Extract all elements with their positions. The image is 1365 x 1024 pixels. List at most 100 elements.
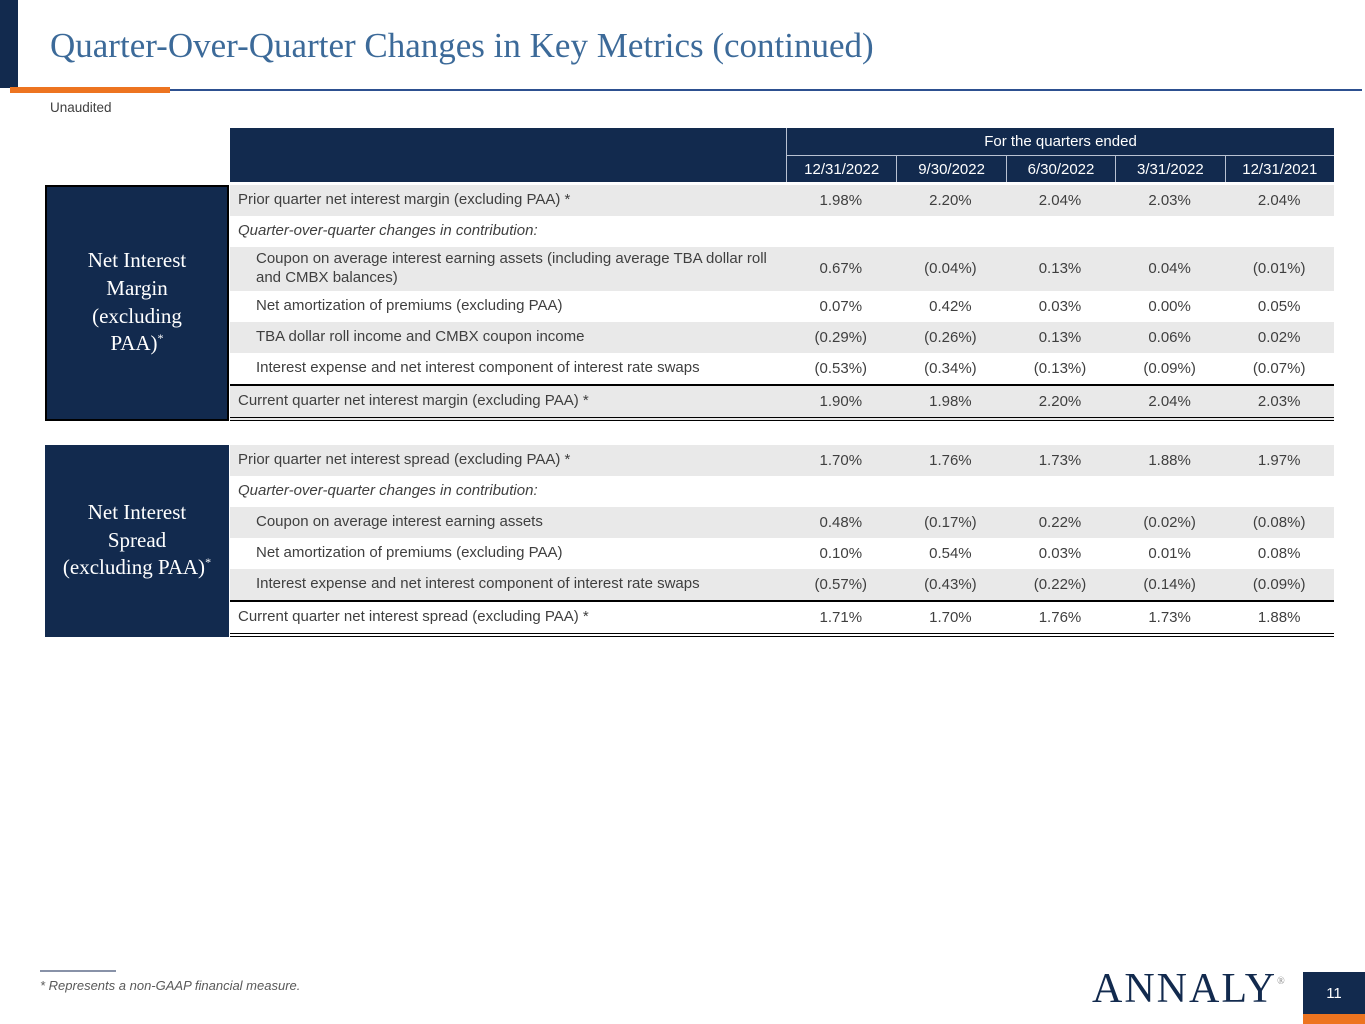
row-label: Net amortization of premiums (excluding … xyxy=(256,296,563,314)
table-row: Prior quarter net interest spread (exclu… xyxy=(230,444,1334,476)
metrics-table: For the quarters ended 12/31/2022 9/30/20… xyxy=(45,128,1334,637)
row-label: Quarter-over-quarter changes in contribu… xyxy=(238,222,538,240)
value-cell xyxy=(896,216,1006,247)
value-cell: 2.04% xyxy=(1038,192,1082,209)
column-header: 12/31/2022 xyxy=(804,160,880,178)
value-cell: (0.29%) xyxy=(814,328,868,346)
row-label: TBA dollar roll income and CMBX coupon i… xyxy=(256,327,585,345)
value-cell: (0.09%) xyxy=(1252,575,1306,593)
metric-section: Net Interest Margin (excluding PAA)* Prior q… xyxy=(45,185,1334,421)
value-cell: 2.03% xyxy=(1148,192,1191,209)
value-cell: 0.22% xyxy=(1038,513,1082,531)
table-row: Coupon on average interest earning asset… xyxy=(230,247,1334,291)
value-cell: 0.13% xyxy=(1038,328,1082,346)
value-cell: (0.22%) xyxy=(1033,575,1087,593)
side-label-box: Net Interest Margin (excluding PAA)* xyxy=(45,185,229,421)
value-cell: 2.04% xyxy=(1257,192,1301,209)
value-cell: (0.34%) xyxy=(924,359,977,377)
value-cell: (0.43%) xyxy=(924,575,977,593)
value-cell: (0.17%) xyxy=(924,513,977,531)
value-cell xyxy=(1115,476,1225,507)
corner-accent-bar xyxy=(0,0,18,88)
table-row: Net amortization of premiums (excluding … xyxy=(230,290,1334,322)
row-label: Interest expense and net interest compon… xyxy=(256,358,700,376)
value-cell: 0.01% xyxy=(1148,544,1191,562)
table-row: Current quarter net interest spread (exc… xyxy=(230,599,1334,637)
value-cell: (0.01%) xyxy=(1252,260,1306,278)
value-cell: (0.14%) xyxy=(1143,575,1196,593)
table-row: Net amortization of premiums (excluding … xyxy=(230,537,1334,569)
table-row: Interest expense and net interest compon… xyxy=(230,568,1334,600)
page-number-badge: 11 xyxy=(1303,972,1365,1014)
table-header: For the quarters ended 12/31/2022 9/30/20… xyxy=(230,128,1334,182)
title-rule xyxy=(10,87,1362,93)
column-header: 9/30/2022 xyxy=(896,156,1005,182)
value-cell: 0.06% xyxy=(1148,328,1191,346)
footnote-text: * Represents a non-GAAP financial measur… xyxy=(40,978,301,993)
value-cell: 1.98% xyxy=(929,392,972,410)
column-header: 3/31/2022 xyxy=(1115,156,1224,182)
value-cell: 1.71% xyxy=(819,608,863,626)
value-cell: 0.04% xyxy=(1148,260,1191,278)
row-label: Coupon on average interest earning asset… xyxy=(256,250,767,286)
title-rule-orange-segment xyxy=(10,87,170,93)
value-cell xyxy=(1005,476,1115,507)
table-row: Quarter-over-quarter changes in contribu… xyxy=(230,216,1334,247)
quarters-ended-group-header: For the quarters ended xyxy=(786,128,1334,155)
value-cell: 0.48% xyxy=(819,513,863,531)
table-row: Coupon on average interest earning asset… xyxy=(230,506,1334,538)
row-label: Coupon on average interest earning asset… xyxy=(256,512,543,530)
value-cell: 0.67% xyxy=(819,260,863,278)
value-cell: (0.13%) xyxy=(1033,359,1087,377)
value-cell: 1.88% xyxy=(1257,608,1301,626)
table-row: Quarter-over-quarter changes in contribu… xyxy=(230,475,1334,507)
side-label-line: Margin xyxy=(106,276,168,301)
value-cell: 2.20% xyxy=(929,192,972,209)
page-title: Quarter-Over-Quarter Changes in Key Metr… xyxy=(50,26,874,65)
value-cell xyxy=(896,476,1006,507)
row-label: Net amortization of premiums (excluding … xyxy=(256,543,563,561)
registered-trademark-icon: ® xyxy=(1277,976,1285,987)
value-cell: 1.88% xyxy=(1148,451,1191,469)
value-cell: (0.02%) xyxy=(1143,513,1196,531)
table-row: Current quarter net interest margin (exc… xyxy=(230,383,1334,421)
value-cell xyxy=(1115,216,1225,247)
annaly-logo-text: ANNALY xyxy=(1092,966,1278,1012)
value-cell xyxy=(1005,216,1115,247)
column-header: 6/30/2022 xyxy=(1005,156,1115,182)
value-cell: 1.97% xyxy=(1257,451,1301,469)
value-cell xyxy=(1224,476,1334,507)
header-dates-row: 12/31/2022 9/30/2022 6/30/2022 3/31/2022 12/… xyxy=(786,155,1334,182)
side-label-line: Net Interest xyxy=(87,499,187,524)
side-label-line: Spread xyxy=(107,527,167,552)
value-cell xyxy=(1224,216,1334,247)
side-label-line: PAA)* xyxy=(110,331,164,356)
value-cell: 0.42% xyxy=(929,297,972,315)
annaly-logo: ANNALY® xyxy=(1092,968,1285,1010)
unaudited-label: Unaudited xyxy=(50,100,112,115)
value-cell: 0.13% xyxy=(1038,260,1082,278)
side-label-line: (excluding PAA)* xyxy=(62,555,212,580)
table-row: Prior quarter net interest margin (exclu… xyxy=(230,185,1334,216)
value-cell: 1.98% xyxy=(819,192,863,209)
section-rows: Prior quarter net interest margin (exclu… xyxy=(230,185,1334,421)
side-label-line: Net Interest xyxy=(87,248,187,273)
metric-section: Net Interest Spread (excluding PAA)* Prior … xyxy=(45,444,1334,637)
value-cell: 0.00% xyxy=(1148,297,1191,315)
side-label-line: (excluding xyxy=(92,303,182,328)
value-cell: 0.05% xyxy=(1257,297,1301,315)
column-header: 12/31/2021 xyxy=(1224,156,1334,182)
value-cell: 2.20% xyxy=(1038,392,1082,410)
value-cell: 0.10% xyxy=(819,544,863,562)
table-row: TBA dollar roll income and CMBX coupon i… xyxy=(230,321,1334,353)
value-cell: 1.70% xyxy=(929,608,972,626)
value-cell: 0.03% xyxy=(1038,297,1082,315)
value-cell: 1.90% xyxy=(819,392,863,410)
section-rows: Prior quarter net interest spread (exclu… xyxy=(230,444,1334,637)
value-cell: (0.04%) xyxy=(924,260,977,278)
row-label: Prior quarter net interest spread (exclu… xyxy=(238,450,571,468)
value-cell xyxy=(786,476,896,507)
value-cell: (0.07%) xyxy=(1252,359,1306,377)
row-label: Current quarter net interest margin (exc… xyxy=(238,391,589,409)
